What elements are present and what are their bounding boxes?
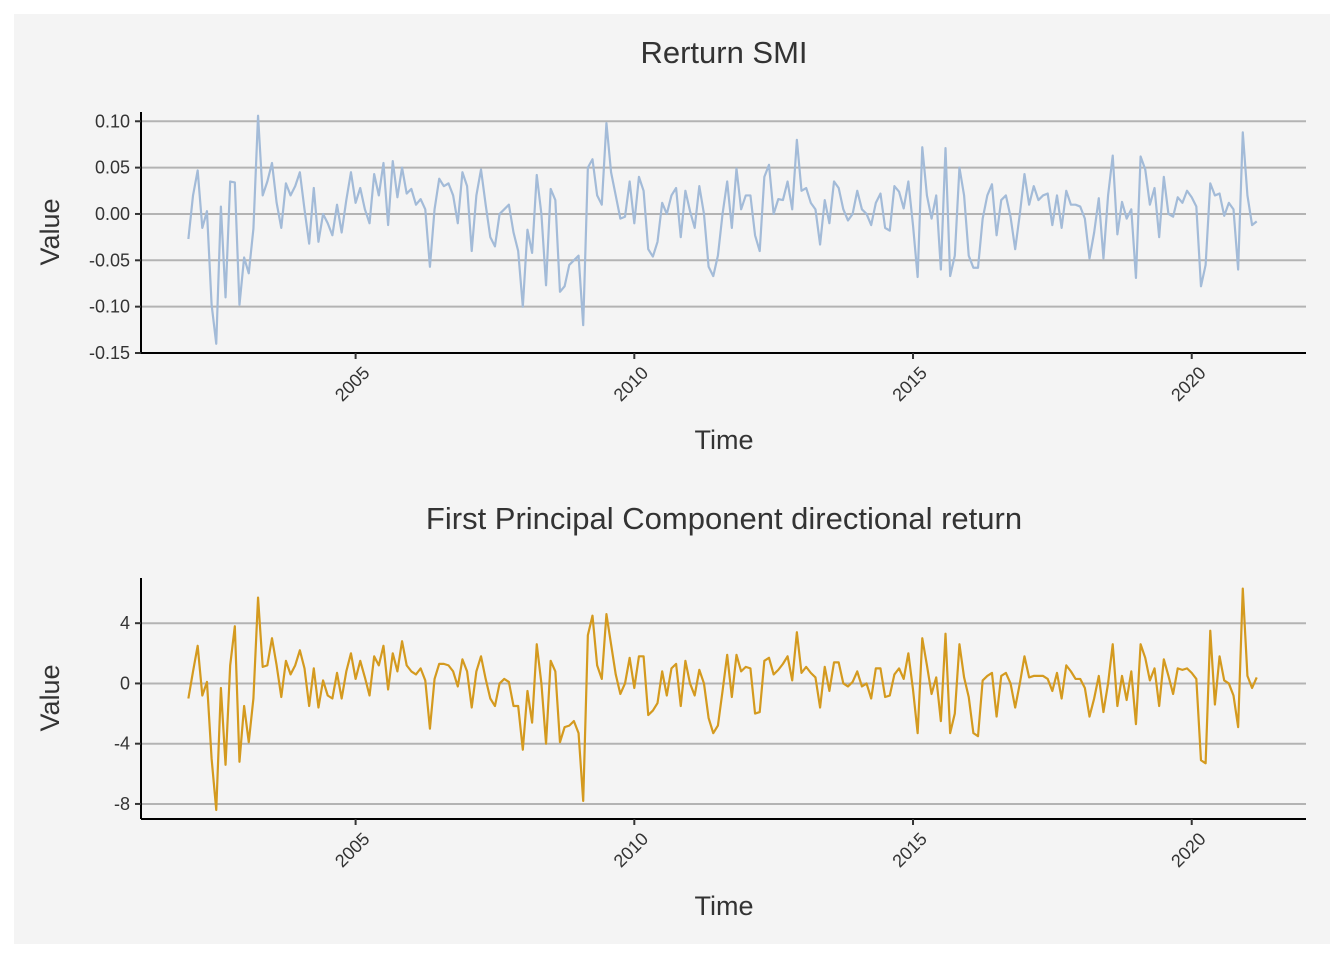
gridlines — [141, 622, 1306, 805]
x-ticks: 2005 2010 2015 2020 — [331, 819, 1210, 871]
x-tick-label: 2015 — [888, 829, 930, 871]
chart-return-smi: Rerturn SMI -0.15-0.10-0.050.000.050.10 … — [35, 35, 1306, 455]
y-tick-label: 0 — [120, 673, 130, 693]
x-ticks: 2005 2010 2015 2020 — [331, 353, 1210, 405]
chart-title: First Principal Component directional re… — [426, 501, 1022, 536]
y-axis-title: Value — [35, 198, 65, 265]
y-tick-label: -8 — [114, 794, 130, 814]
x-axis-title: Time — [695, 891, 754, 921]
y-tick-label: -0.15 — [89, 343, 130, 363]
series-line — [187, 587, 1258, 812]
series-line-layer — [187, 114, 1258, 345]
x-tick-label: 2005 — [331, 363, 373, 405]
x-tick-label: 2010 — [610, 363, 652, 405]
y-tick-label: -4 — [114, 734, 130, 754]
y-axis-title: Value — [35, 664, 65, 731]
y-tick-label: 0.05 — [95, 158, 130, 178]
x-axis-title: Time — [695, 425, 754, 455]
gridlines — [141, 120, 1306, 354]
x-tick-label: 2015 — [888, 363, 930, 405]
y-tick-label: 4 — [120, 613, 130, 633]
x-tick-label: 2020 — [1167, 363, 1209, 405]
y-tick-label: 0.00 — [95, 204, 130, 224]
chart-title: Rerturn SMI — [640, 35, 807, 70]
series-line-layer — [187, 587, 1258, 812]
y-tick-label: -0.05 — [89, 250, 130, 270]
y-ticks: -0.15 -0.10 -0.05 0.00 0.05 0.10 — [89, 111, 141, 363]
x-tick-label: 2010 — [610, 829, 652, 871]
x-tick-label: 2020 — [1167, 829, 1209, 871]
series-line — [187, 114, 1258, 345]
chart-first-principal-component: First Principal Component directional re… — [35, 501, 1306, 921]
y-tick-label: -0.10 — [89, 297, 130, 317]
y-ticks: -8 -4 0 4 — [114, 613, 141, 814]
y-tick-label: 0.10 — [95, 111, 130, 131]
x-tick-label: 2005 — [331, 829, 373, 871]
